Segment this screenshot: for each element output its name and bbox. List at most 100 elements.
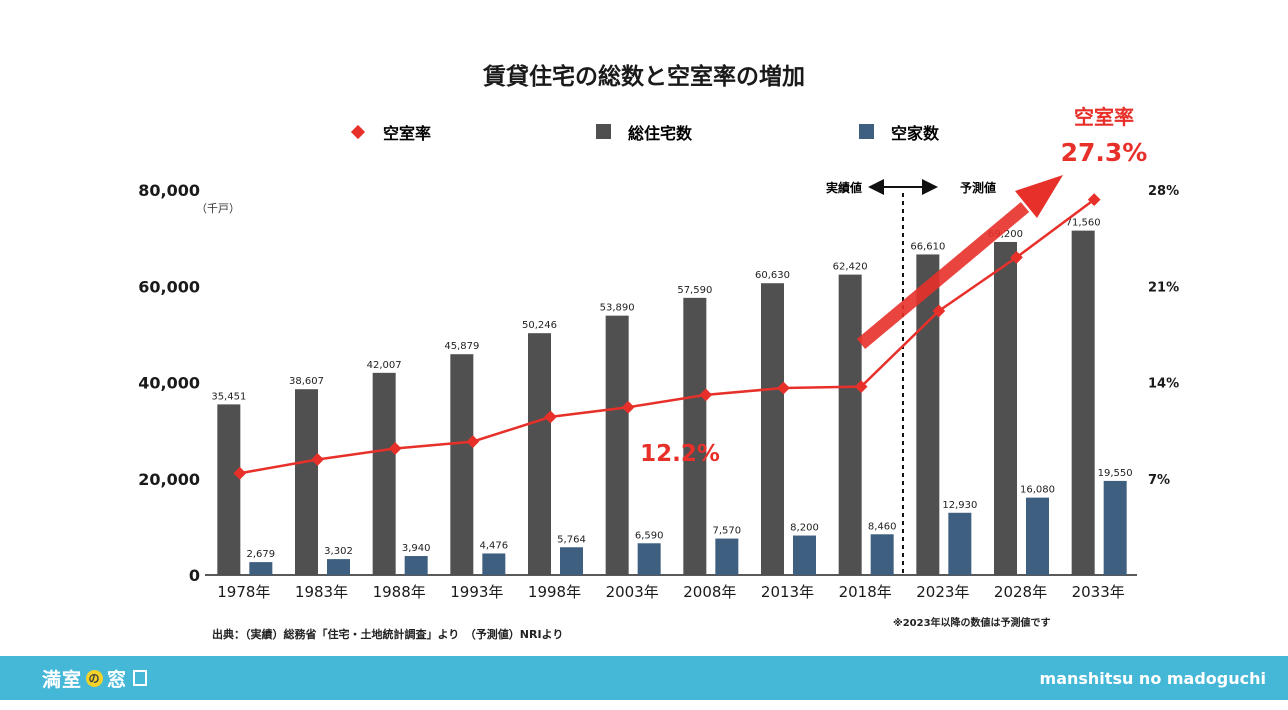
vacant-bar-label: 6,590 (635, 530, 664, 541)
chart-title: 賃貸住宅の総数と空室率の増加 (482, 63, 805, 90)
vacant-bar (482, 553, 506, 575)
vacant-bar (560, 547, 583, 575)
left-tick-label: 80,000 (138, 181, 200, 200)
mid-rate-annotation: 12.2% (640, 441, 720, 467)
total-bar (450, 354, 474, 575)
brand-text-a: 満室 (42, 668, 83, 691)
source-note: 出典：（実績）総務省「住宅・土地統計調査」より （予測値）NRIより (212, 627, 563, 641)
x-tick-label: 1988年 (373, 583, 426, 601)
legend-rate-label: 空室率 (383, 124, 431, 143)
x-tick-label: 2003年 (606, 583, 659, 601)
brand-logo: 満室 の 窓 (42, 664, 148, 692)
x-tick-label: 2028年 (994, 583, 1047, 601)
rate-point (233, 466, 247, 480)
total-bar-label: 66,610 (910, 241, 945, 252)
total-bar (295, 389, 318, 575)
left-tick-label: 0 (189, 566, 200, 585)
brand-dot: の (86, 669, 104, 687)
vacant-bar (793, 535, 816, 575)
vacant-bar-label: 3,940 (402, 543, 431, 554)
right-tick-label: 21% (1148, 280, 1179, 295)
vacant-bar-label: 8,200 (790, 523, 819, 534)
legend-total-marker (596, 124, 611, 139)
vacant-bar-label: 3,302 (324, 546, 353, 557)
vacant-bar (715, 538, 739, 575)
legend-vacant-label: 空家数 (891, 124, 940, 143)
x-tick-label: 1993年 (450, 583, 503, 601)
total-bar-label: 60,630 (755, 270, 790, 281)
vacant-bars: 2,679 3,302 3,940 4,476 5,764 6,590 7,570 8,200… (247, 468, 1133, 575)
forecast-note: ※2023年以降の数値は予測値です (893, 616, 1051, 629)
total-bar-label: 69,200 (988, 229, 1023, 240)
total-bar-label: 53,890 (600, 303, 635, 314)
vacant-bar (327, 559, 350, 575)
rate-line-path (239, 198, 1095, 475)
trend-arrow (856, 175, 1063, 349)
total-bar-label: 38,607 (289, 376, 324, 387)
total-bar (683, 297, 707, 575)
x-tick-label: 2013年 (761, 583, 814, 601)
vacant-bar (1026, 497, 1049, 575)
x-tick-label: 1983年 (295, 583, 348, 601)
legend: 空室率 総住宅数 空家数 (350, 124, 940, 143)
rate-point (388, 442, 402, 455)
left-tick-label: 20,000 (138, 470, 200, 489)
vacant-bar-label: 5,764 (557, 534, 586, 545)
right-tick-label: 14% (1148, 377, 1179, 392)
legend-total-label: 総住宅数 (628, 124, 693, 143)
x-tick-label: 2018年 (839, 583, 892, 601)
total-bar-label: 62,420 (833, 262, 868, 273)
vacant-bar (870, 534, 894, 575)
total-bar-label: 45,879 (444, 341, 479, 352)
total-bar-label: 50,246 (522, 320, 557, 331)
brand-box-icon (133, 670, 148, 686)
rate-callout-label: 空室率 (1074, 105, 1134, 129)
vacancy-rate-line (233, 193, 1101, 480)
total-bar-label: 57,590 (677, 285, 712, 296)
vacant-bar-label: 4,476 (480, 540, 509, 551)
total-bar (528, 333, 551, 575)
brand-text-b: 窓 (107, 668, 128, 691)
total-bar (916, 254, 940, 575)
total-bar-label: 35,451 (211, 391, 246, 402)
vacant-bar-label: 16,080 (1020, 485, 1055, 496)
legend-vacant-marker (859, 124, 874, 139)
x-tick-labels: 1978年 1983年 1988年 1993年 1998年 2003年 2008年 2013年… (217, 583, 1125, 601)
x-tick-label: 1978年 (217, 583, 270, 601)
total-bar (761, 283, 784, 575)
x-tick-label: 1998年 (528, 583, 581, 601)
unit-label: （千戸） (196, 202, 240, 215)
total-bar-label: 42,007 (367, 360, 402, 371)
forecast-label: 予測値 (960, 180, 996, 195)
rate-point (466, 435, 480, 448)
total-bar (372, 372, 396, 575)
vacant-bar-label: 2,679 (247, 549, 276, 560)
right-axis: 7% 14% 21% 28% (1148, 184, 1179, 488)
vacant-bar (249, 562, 273, 575)
vacant-bar (1103, 480, 1127, 575)
total-bars: 35,451 38,607 42,007 45,879 50,246 53,890 57,5… (211, 218, 1101, 575)
left-tick-label: 60,000 (138, 277, 200, 296)
footer-bar: 満室 の 窓 manshitsu no madoguchi (0, 656, 1288, 700)
x-tick-label: 2033年 (1072, 583, 1125, 601)
vacant-bar (404, 556, 428, 575)
actual-label: 実績値 (826, 180, 862, 195)
vacant-bar-label: 19,550 (1098, 468, 1133, 479)
right-tick-label: 28% (1148, 184, 1179, 199)
x-tick-label: 2023年 (916, 583, 969, 601)
chart-svg: 賃貸住宅の総数と空室率の増加 空室率 総住宅数 空家数 （千戸） 実績値 予測値… (138, 63, 1179, 641)
vacant-bar-label: 8,460 (868, 521, 897, 532)
brand-tagline: manshitsu no madoguchi (1039, 669, 1266, 688)
rate-point (311, 453, 324, 466)
vacant-bar (637, 543, 661, 575)
vacant-bar (948, 512, 972, 575)
total-bar (838, 274, 862, 575)
rate-callout-value: 27.3% (1061, 138, 1148, 167)
right-tick-label: 7% (1148, 473, 1170, 488)
vacant-bar-label: 12,930 (942, 500, 977, 511)
legend-rate-marker (350, 124, 366, 140)
total-bar (605, 315, 629, 575)
total-bar (1071, 230, 1095, 575)
left-axis: 0 20,000 40,000 60,000 80,000 (138, 181, 200, 585)
vacant-bar-label: 7,570 (713, 526, 742, 537)
